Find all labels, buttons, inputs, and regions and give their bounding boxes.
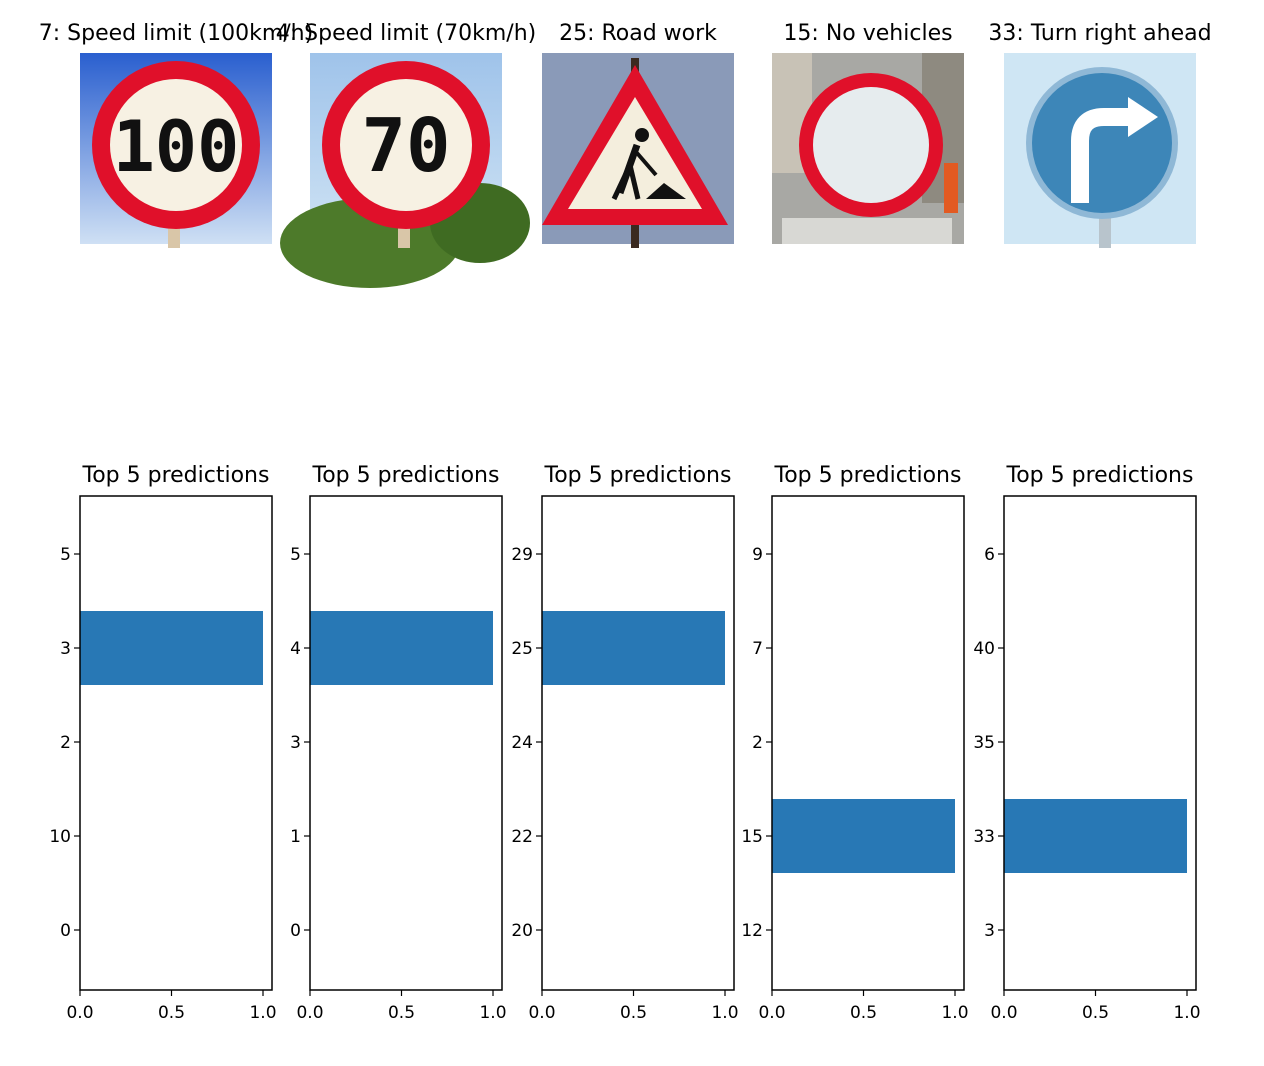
y-tick-label: 29 bbox=[511, 545, 533, 565]
x-tick-label: 0.5 bbox=[1082, 1003, 1109, 1023]
prediction-chart: Top 5 predictions 0 10 2 3 5 0.0 0.5 1.0 bbox=[49, 463, 276, 1023]
sign-face bbox=[813, 87, 929, 203]
y-tick-label: 0 bbox=[290, 921, 301, 941]
road-work-sign bbox=[542, 53, 734, 248]
arrow-head-icon bbox=[1128, 97, 1158, 137]
y-tick-label: 20 bbox=[511, 921, 533, 941]
sign-images-row: 100 7: Speed limit (100km/h) 70 4: Speed li… bbox=[39, 21, 1212, 288]
worker-head bbox=[635, 128, 649, 142]
chart-title: Top 5 predictions bbox=[544, 463, 732, 488]
y-tick-label: 4 bbox=[290, 639, 301, 659]
x-tick-label: 0.5 bbox=[620, 1003, 647, 1023]
y-tick-label: 7 bbox=[752, 639, 763, 659]
turn-right-ahead-sign bbox=[1004, 53, 1196, 248]
street-sign-below bbox=[782, 218, 952, 244]
y-tick-label: 1 bbox=[290, 827, 301, 847]
y-tick-label: 33 bbox=[973, 827, 995, 847]
turn-right-arrow-icon bbox=[1071, 108, 1132, 203]
y-tick-label: 5 bbox=[290, 545, 301, 565]
y-tick-label: 0 bbox=[60, 921, 71, 941]
x-tick-label: 0.5 bbox=[158, 1003, 185, 1023]
bar bbox=[1004, 799, 1187, 873]
pedestrian bbox=[944, 163, 958, 213]
y-tick-label: 24 bbox=[511, 733, 533, 753]
x-tick-label: 0.5 bbox=[388, 1003, 415, 1023]
sign-title: 25: Road work bbox=[559, 21, 717, 46]
sign-title: 4: Speed limit (70km/h) bbox=[276, 21, 536, 46]
x-tick-label: 1.0 bbox=[711, 1003, 738, 1023]
sign-number: 70 bbox=[361, 103, 450, 189]
y-tick-label: 3 bbox=[984, 921, 995, 941]
sign-title: 33: Turn right ahead bbox=[988, 21, 1211, 46]
dirt-pile bbox=[646, 183, 686, 199]
y-tick-label: 5 bbox=[60, 545, 71, 565]
y-tick-label: 35 bbox=[973, 733, 995, 753]
x-tick-label: 0.0 bbox=[66, 1003, 93, 1023]
x-tick-label: 0.0 bbox=[990, 1003, 1017, 1023]
bar bbox=[772, 799, 955, 873]
axes-frame bbox=[309, 495, 503, 991]
sign-face bbox=[110, 79, 242, 211]
sign-title: 7: Speed limit (100km/h) bbox=[39, 21, 313, 46]
x-tick-label: 1.0 bbox=[1173, 1003, 1200, 1023]
prediction-chart: Top 5 predictions 0 1 3 4 5 0.0 0.5 1.0 bbox=[290, 463, 506, 1023]
axes-frame bbox=[541, 495, 735, 991]
y-tick-label: 22 bbox=[511, 827, 533, 847]
bar bbox=[80, 611, 263, 685]
x-tick-label: 1.0 bbox=[941, 1003, 968, 1023]
axes-frame bbox=[79, 495, 273, 991]
y-tick-label: 10 bbox=[49, 827, 71, 847]
x-tick-label: 1.0 bbox=[479, 1003, 506, 1023]
x-tick-label: 0.0 bbox=[758, 1003, 785, 1023]
prediction-chart: Top 5 predictions 20 22 24 25 29 0.0 0.5 1.0 bbox=[511, 463, 738, 1023]
chart-title: Top 5 predictions bbox=[774, 463, 962, 488]
sign-number: 100 bbox=[113, 106, 239, 188]
x-tick-label: 0.5 bbox=[850, 1003, 877, 1023]
y-tick-label: 40 bbox=[973, 639, 995, 659]
no-vehicles-sign bbox=[772, 53, 964, 244]
y-tick-label: 25 bbox=[511, 639, 533, 659]
shovel bbox=[635, 151, 658, 177]
y-tick-label: 15 bbox=[741, 827, 763, 847]
bar bbox=[542, 611, 725, 685]
x-tick-label: 0.0 bbox=[528, 1003, 555, 1023]
sign-title: 15: No vehicles bbox=[783, 21, 952, 46]
sign-face bbox=[1032, 73, 1172, 213]
worker-leg bbox=[627, 164, 641, 200]
y-tick-label: 6 bbox=[984, 545, 995, 565]
y-tick-label: 12 bbox=[741, 921, 763, 941]
y-tick-label: 3 bbox=[60, 639, 71, 659]
sign-face bbox=[340, 79, 472, 211]
y-tick-label: 9 bbox=[752, 545, 763, 565]
y-tick-label: 2 bbox=[752, 733, 763, 753]
y-tick-label: 3 bbox=[290, 733, 301, 753]
axes-frame bbox=[1003, 495, 1197, 991]
speed-limit-100-sign: 100 bbox=[80, 53, 272, 248]
y-tick-label: 2 bbox=[60, 733, 71, 753]
sign-post bbox=[1099, 213, 1111, 248]
worker-leg bbox=[611, 163, 633, 201]
x-tick-label: 0.0 bbox=[296, 1003, 323, 1023]
x-tick-label: 1.0 bbox=[249, 1003, 276, 1023]
bar bbox=[310, 611, 493, 685]
chart-title: Top 5 predictions bbox=[82, 463, 270, 488]
chart-title: Top 5 predictions bbox=[1006, 463, 1194, 488]
chart-title: Top 5 predictions bbox=[312, 463, 500, 488]
axes-frame bbox=[771, 495, 965, 991]
prediction-chart: Top 5 predictions 12 15 2 7 9 0.0 0.5 1.0 bbox=[741, 463, 968, 1023]
speed-limit-70-sign: 70 bbox=[280, 53, 530, 288]
